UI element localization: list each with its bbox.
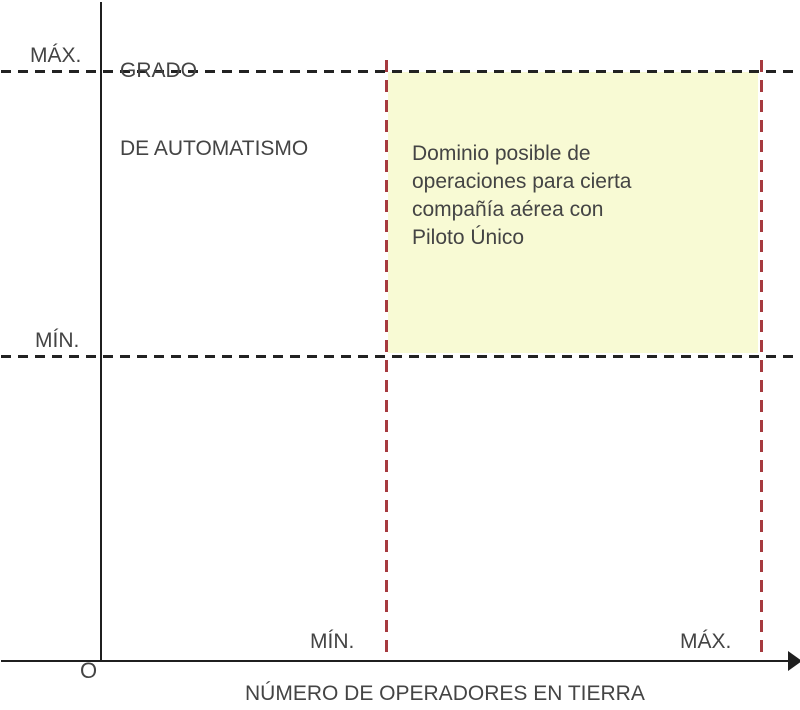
diagram-canvas: Dominio posible de operaciones para cier…	[0, 0, 800, 710]
region-caption-line1: Dominio posible de	[412, 140, 631, 168]
x-min-label: MÍN.	[310, 630, 354, 654]
x-min-line	[385, 60, 388, 660]
x-axis	[1, 660, 790, 662]
y-axis-title: GRADO DE AUTOMATISMO	[120, 6, 308, 214]
x-max-label: MÁX.	[680, 630, 731, 654]
region-caption-line4: Piloto Único	[412, 224, 631, 252]
y-min-label: MÍN.	[35, 329, 79, 353]
region-caption-line3: compañía aérea con	[412, 196, 631, 224]
x-max-line	[760, 60, 763, 660]
region-caption: Dominio posible de operaciones para cier…	[412, 140, 631, 252]
y-axis	[100, 2, 102, 660]
y-axis-title-line1: GRADO	[120, 58, 308, 84]
x-axis-arrowhead	[788, 651, 800, 671]
y-axis-title-line2: DE AUTOMATISMO	[120, 136, 308, 162]
y-max-label: MÁX.	[30, 44, 81, 68]
x-axis-title: NÚMERO DE OPERADORES EN TIERRA	[245, 682, 645, 706]
y-min-line	[1, 355, 798, 358]
region-caption-line2: operaciones para cierta	[412, 168, 631, 196]
origin-label: O	[80, 658, 97, 684]
